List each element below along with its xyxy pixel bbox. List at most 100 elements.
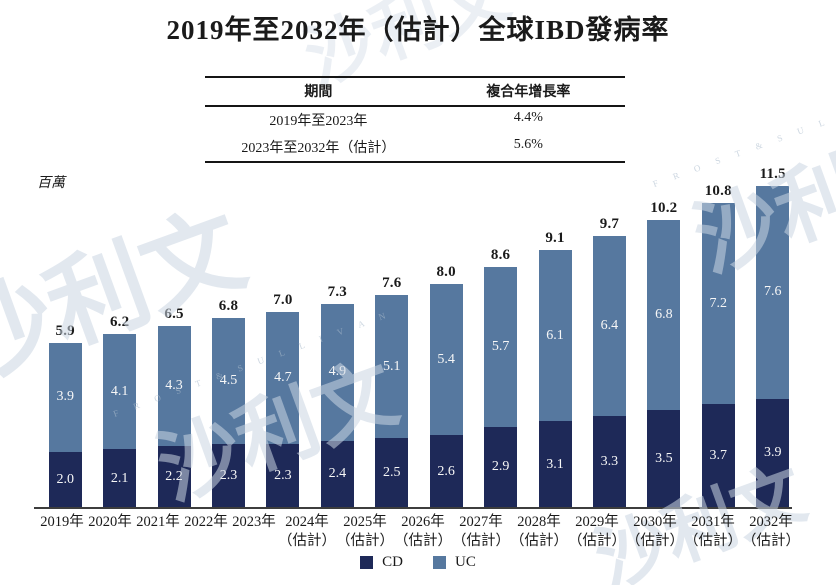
- bar-stack: 5.4 2.6: [429, 284, 463, 508]
- bar-total-label: 7.6: [382, 275, 402, 292]
- bar-total-label: 7.3: [327, 283, 347, 300]
- cagr-row-rate: 4.4%: [513, 110, 543, 125]
- bar-column: 7.0 4.7 2.3: [256, 292, 310, 508]
- bar-column: 10.2 6.8 3.5: [637, 200, 691, 508]
- segment-value-label: 2.6: [437, 463, 455, 479]
- x-axis-label-note: （估計）: [336, 533, 394, 549]
- bar-column: 7.6 5.1 2.5: [365, 275, 419, 508]
- bar-segment-uc: 5.7: [484, 267, 518, 427]
- cagr-header-rate: 複合年增長率: [486, 85, 571, 100]
- bar-total-label: 8.0: [436, 264, 456, 281]
- bar-stack: 5.1 2.5: [375, 295, 409, 508]
- bar-segment-uc: 4.9: [320, 303, 354, 441]
- bar-segment-uc: 5.1: [375, 295, 409, 438]
- bar-stack: 4.1 2.1: [103, 334, 137, 508]
- segment-value-label: 2.2: [165, 469, 183, 485]
- segment-value-label: 4.1: [110, 383, 129, 399]
- bar-segment-uc: 6.4: [592, 236, 626, 416]
- bar-stack: 3.9 2.0: [48, 342, 82, 508]
- segment-value-label: 7.2: [709, 295, 728, 311]
- x-axis-label-year: 2025年: [343, 514, 387, 530]
- x-axis-label-note: （估計）: [684, 533, 742, 549]
- bar-column: 7.3 4.9 2.4: [310, 284, 364, 508]
- bar-column: 6.8 4.5 2.3: [201, 298, 255, 508]
- segment-value-label: 3.9: [56, 389, 74, 405]
- segment-value-label: 4.5: [219, 372, 238, 388]
- bar-segment-cd: 2.2: [157, 446, 191, 508]
- legend-item-cd: CD: [360, 554, 403, 571]
- bar-segment-cd: 2.3: [266, 443, 300, 508]
- x-axis-label-year: 2031年: [691, 514, 735, 530]
- bar-column: 11.5 7.6 3.9: [745, 166, 799, 508]
- bar-column: 8.6 5.7 2.9: [473, 247, 527, 508]
- x-axis-label-year: 2032年: [749, 514, 793, 530]
- segment-value-label: 3.1: [546, 456, 564, 472]
- bar-segment-uc: 7.6: [756, 186, 790, 399]
- bar-segment-uc: 7.2: [701, 202, 735, 405]
- x-axis-label-year: 2022年: [184, 514, 228, 530]
- x-axis-label-note: （估計）: [510, 533, 568, 549]
- bar-segment-cd: 2.3: [211, 443, 245, 508]
- bar-column: 10.8 7.2 3.7: [691, 183, 745, 508]
- bar-stack: 7.6 3.9: [756, 186, 790, 508]
- x-axis-label-year: 2028年: [517, 514, 561, 530]
- segment-value-label: 3.9: [763, 445, 782, 461]
- x-axis-label: 2027年 （估計）: [452, 513, 510, 551]
- segment-value-label: 2.0: [56, 472, 74, 487]
- bar-stack: 6.4 3.3: [592, 236, 626, 508]
- bar-total-label: 6.8: [218, 297, 239, 314]
- x-axis-label-note: （估計）: [394, 533, 452, 549]
- bar-total-label: 5.9: [55, 322, 75, 339]
- x-axis-label: 2024年 （估計）: [278, 513, 336, 551]
- bar-stack: 4.5 2.3: [211, 317, 245, 508]
- bar-stack: 4.3 2.2: [157, 326, 191, 508]
- x-axis-label: 2026年 （估計）: [394, 513, 452, 551]
- bar-total-label: 10.8: [704, 182, 732, 199]
- legend-label-uc: UC: [455, 554, 476, 570]
- bar-stack: 4.9 2.4: [320, 303, 354, 508]
- bar-column: 9.1 6.1 3.1: [528, 230, 582, 508]
- bar-total-label: 9.7: [599, 216, 620, 233]
- segment-value-label: 3.5: [655, 451, 673, 466]
- x-axis-label-year: 2026年: [401, 514, 445, 530]
- bar-total-label: 10.2: [650, 199, 678, 216]
- x-axis-label-year: 2029年: [575, 514, 619, 530]
- bar-total-label: 9.1: [545, 230, 565, 247]
- segment-value-label: 6.4: [600, 318, 619, 334]
- bar-segment-uc: 5.4: [429, 284, 463, 436]
- x-axis-label-year: 2023年: [232, 514, 276, 530]
- cagr-table-row: 2019年至2023年 4.4%: [205, 107, 625, 134]
- legend-swatch-cd: [360, 556, 374, 569]
- segment-value-label: 6.1: [546, 327, 564, 343]
- segment-value-label: 4.7: [274, 369, 292, 385]
- x-axis-label-note: （估計）: [742, 533, 800, 549]
- x-axis-label: 2020年: [86, 513, 134, 551]
- x-axis-label-year: 2020年: [88, 514, 132, 530]
- bar-segment-cd: 2.0: [48, 452, 82, 508]
- bar-total-label: 8.6: [490, 247, 511, 264]
- bar-segment-uc: 6.8: [647, 219, 681, 410]
- cagr-table: 期間 複合年增長率 2019年至2023年 4.4% 2023年至2032年（估…: [205, 76, 625, 163]
- bar-total-label: 11.5: [759, 166, 786, 183]
- x-axis-label-note: （估計）: [568, 533, 626, 549]
- bar-column: 6.5 4.3 2.2: [147, 306, 201, 508]
- legend-swatch-uc: [433, 556, 446, 569]
- x-axis-label-note: （估計）: [626, 533, 684, 549]
- x-axis-label: 2031年 （估計）: [684, 513, 742, 551]
- bar-segment-uc: 4.5: [211, 317, 245, 444]
- chart-legend: CD UC: [0, 554, 836, 571]
- x-axis-label: 2025年 （估計）: [336, 513, 394, 551]
- bar-segment-cd: 3.5: [647, 410, 681, 508]
- segment-value-label: 2.3: [219, 467, 238, 483]
- x-axis-line: [34, 507, 792, 509]
- segment-value-label: 4.9: [328, 364, 347, 380]
- x-axis-label-year: 2024年: [285, 514, 329, 530]
- bar-segment-uc: 3.9: [48, 342, 82, 452]
- cagr-table-header: 期間 複合年增長率: [205, 78, 625, 107]
- x-axis-label-note: （估計）: [278, 533, 336, 549]
- bar-segment-cd: 2.1: [103, 449, 137, 508]
- x-axis-label-year: 2030年: [633, 514, 677, 530]
- bar-stack: 4.7 2.3: [266, 312, 300, 508]
- bar-segment-uc: 6.1: [538, 250, 572, 422]
